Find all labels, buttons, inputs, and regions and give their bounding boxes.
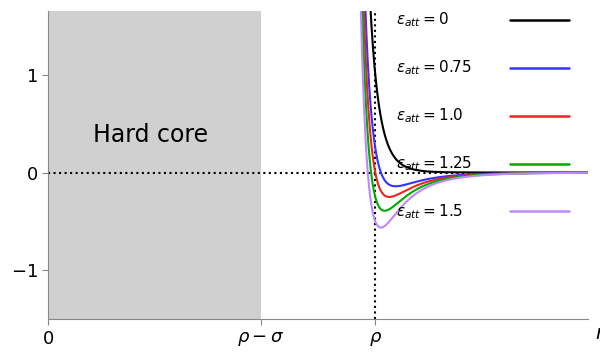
Text: $\varepsilon_{att}$$=0.75$: $\varepsilon_{att}$$=0.75$ [397, 58, 472, 77]
Text: $r$: $r$ [595, 324, 600, 343]
Text: $\varepsilon_{att}$$=1.0$: $\varepsilon_{att}$$=1.0$ [397, 106, 464, 125]
Bar [48, 11, 261, 319]
Text: $\varepsilon_{att}$$=1.25$: $\varepsilon_{att}$$=1.25$ [397, 154, 472, 173]
Text: $\varepsilon_{att}$$=1.5$: $\varepsilon_{att}$$=1.5$ [397, 202, 464, 221]
Text: $\varepsilon_{att}$$=0$: $\varepsilon_{att}$$=0$ [397, 11, 449, 29]
Text: Hard core: Hard core [92, 123, 208, 147]
